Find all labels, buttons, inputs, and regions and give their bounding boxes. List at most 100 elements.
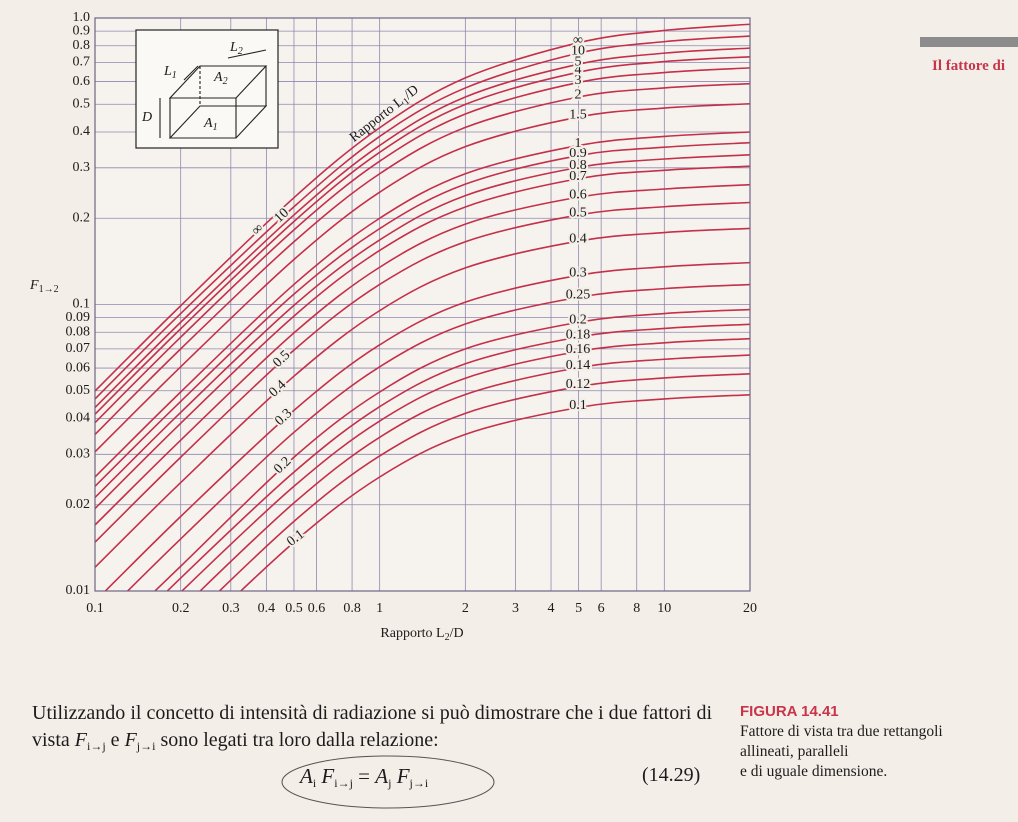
curve — [95, 102, 750, 453]
inset-label: L — [229, 40, 238, 55]
y-tick-label: 0.1 — [73, 297, 91, 312]
inset-label: L1 — [163, 64, 177, 81]
y-axis-label-sub: 1→2 — [39, 284, 59, 295]
symbol: F — [74, 729, 87, 751]
y-tick-label: 0.09 — [66, 310, 91, 325]
inset-label: A — [213, 70, 223, 85]
y-axis-label: F — [29, 278, 39, 293]
curve-label: 2 — [575, 87, 582, 102]
figure-label: FIGURA 14.41 — [740, 703, 839, 720]
curve-label: 0.1 — [569, 398, 587, 413]
x-tick-label: 0.1 — [86, 601, 104, 616]
subscript: i→j — [87, 739, 106, 753]
inset-sub: 1 — [172, 70, 177, 81]
y-tick-label: 0.7 — [73, 55, 91, 70]
header-note: Il fattore di — [932, 58, 1006, 74]
curve — [104, 261, 750, 591]
caption: FIGURA 14.41 Fattore di vista tra due re… — [740, 702, 1010, 782]
curve — [95, 67, 750, 424]
curve — [95, 131, 750, 478]
curves — [95, 23, 750, 591]
curve — [95, 35, 750, 400]
y-tick-label: 0.4 — [73, 124, 91, 139]
curve — [95, 165, 750, 510]
inset-label: L2 — [229, 40, 243, 57]
inset-diagram: D L1 L2 A2 A1 — [135, 29, 279, 149]
curve — [95, 183, 750, 526]
x-tick-label: 8 — [633, 601, 640, 616]
curve-label: 0.2 — [569, 313, 587, 328]
curve — [126, 283, 750, 591]
y-tick-label: 0.07 — [66, 341, 91, 356]
curve — [95, 23, 750, 392]
symbol: A — [300, 764, 313, 788]
curve-label: 0.9 — [569, 146, 587, 161]
text: e — [105, 729, 125, 751]
curve — [239, 393, 750, 591]
y-tick-label: 0.04 — [66, 411, 91, 426]
equation: Ai Fi→j = Aj Fj→i — [300, 764, 428, 789]
caption-line: Fattore di vista tra due rettangoli — [740, 723, 943, 740]
y-tick-label: 0.8 — [73, 38, 91, 53]
text: sono legati tra loro dalla relazione: — [155, 729, 439, 751]
x-tick-label: 0.4 — [258, 601, 276, 616]
x-tick-label: 0.5 — [285, 601, 303, 616]
inset-drawing — [159, 49, 268, 139]
curve — [198, 354, 750, 591]
y-tick-label: 0.05 — [66, 383, 91, 398]
curve-label: 10 — [571, 44, 585, 59]
equation-number: (14.29) — [642, 764, 701, 786]
curve — [218, 372, 750, 591]
x-tick-label: 6 — [598, 601, 605, 616]
plot-frame — [94, 17, 751, 592]
curve — [95, 154, 750, 499]
curve — [95, 227, 750, 568]
y-tick-label: 0.06 — [66, 360, 91, 375]
curve-label: ∞ — [573, 33, 583, 48]
curve-label: 3 — [575, 73, 582, 88]
chart: 0.10.10.120.140.160.180.20.20.250.30.30.… — [29, 10, 757, 643]
curve — [95, 47, 750, 409]
x-tick-label: 0.2 — [172, 601, 190, 616]
inset-sub: 2 — [223, 76, 228, 87]
x-axis-label: /D — [450, 626, 464, 641]
y-tick-label: 0.9 — [73, 23, 91, 38]
curve-label: 1.5 — [569, 107, 587, 122]
x-tick-label: 2 — [462, 601, 469, 616]
y-tick-label: 0.03 — [66, 447, 91, 462]
curve — [153, 308, 750, 591]
subscript: j→i — [409, 776, 429, 790]
x-tick-label: 4 — [548, 601, 555, 616]
curve-label: 0.5 — [569, 205, 587, 220]
curve-label: 0.8 — [569, 158, 587, 173]
symbol: A — [375, 764, 389, 788]
inset-sub: 2 — [238, 46, 243, 57]
curve — [95, 82, 750, 435]
curve-label: 4 — [575, 63, 582, 78]
x-tick-label: 1 — [376, 601, 383, 616]
curve — [166, 323, 750, 591]
subscript: j→i — [136, 739, 156, 753]
x-tick-label: 20 — [743, 601, 757, 616]
symbol: F — [396, 764, 410, 788]
x-tick-label: 0.6 — [308, 601, 326, 616]
caption-line: allineati, paralleli — [740, 743, 849, 760]
curve-title-sub: 1 — [402, 96, 413, 108]
curve-label: 0.7 — [569, 169, 587, 184]
x-axis-label: Rapporto L — [380, 626, 444, 641]
curve-label: 0.12 — [566, 377, 591, 392]
y-tick-label: 1.0 — [73, 10, 91, 25]
hand-drawn-ellipse — [281, 755, 495, 809]
y-tick-label: 0.08 — [66, 324, 91, 339]
y-tick-label: 0.3 — [73, 160, 91, 175]
y-tick-label: 0.02 — [66, 497, 91, 512]
x-tick-label: 0.3 — [222, 601, 240, 616]
curve — [95, 55, 750, 415]
paragraph: Utilizzando il concetto di intensità di … — [32, 700, 712, 754]
inset-sub: 1 — [213, 122, 218, 133]
curve-label: 0.3 — [569, 266, 587, 281]
header-bar — [920, 37, 1018, 47]
x-axis-label-sub: 2 — [445, 632, 450, 643]
inset-label: A1 — [203, 116, 218, 133]
curve-label: 0.25 — [566, 288, 591, 303]
